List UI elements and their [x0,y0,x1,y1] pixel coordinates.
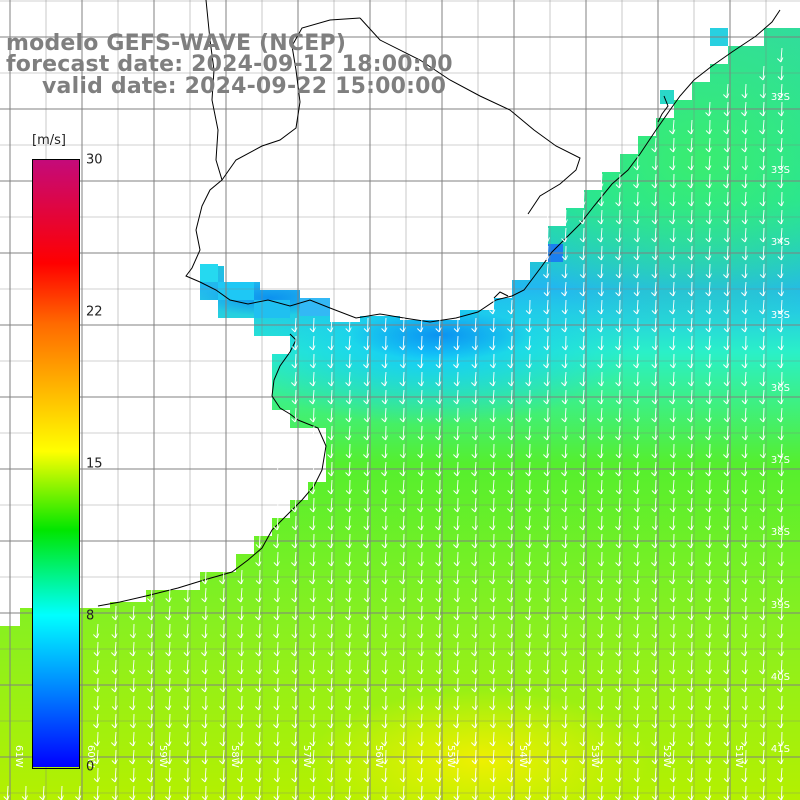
lon-label: 57W [301,745,312,768]
lat-label: 36S [771,383,790,394]
lon-label: 51W [733,745,744,768]
lat-label: 38S [771,527,790,538]
lat-label: 37S [771,455,790,466]
lon-label: 56W [373,745,384,768]
colorbar-tick-30: 30 [86,152,103,168]
lat-label: 35S [771,310,790,321]
lon-label: 59W [157,745,168,768]
colorbar-tick-15: 15 [86,456,103,472]
lon-label: 52W [661,745,672,768]
colorbar [33,160,79,767]
valid-date: valid date: 2024-09-22 15:00:00 [42,74,447,99]
colorbar-tick-0: 0 [86,759,95,775]
lat-label: 39S [771,600,790,611]
lat-label: 32S [771,92,790,103]
lat-label: 40S [771,672,790,683]
lon-label: 58W [229,745,240,768]
colorbar-tick-22: 22 [86,304,103,320]
colorbar-frame [32,159,80,769]
lon-label: 54W [517,745,528,768]
lon-label: 61W [13,745,24,768]
longitude-labels: 61W 60W 59W 58W 57W 56W 55W 54W 53W 52W 51W [13,745,744,768]
lat-label: 41S [771,744,790,755]
lon-label: 55W [445,745,456,768]
latitude-labels: 32S 33S 34S 35S 36S 37S 38S 39S 40S 41S [771,92,790,755]
lon-label: 53W [589,745,600,768]
forecast-date: forecast date: 2024-09-12 18:00:00 [6,52,453,77]
land-mask [200,28,728,318]
colorbar-tick-8: 8 [86,608,95,624]
lat-label: 33S [771,165,790,176]
colorbar-units: [m/s] [32,133,66,148]
lon-label: 60W [85,745,96,768]
lat-label: 34S [771,237,790,248]
wind-vectors [3,47,784,800]
model-title: modelo GEFS-WAVE (NCEP) [6,31,347,56]
